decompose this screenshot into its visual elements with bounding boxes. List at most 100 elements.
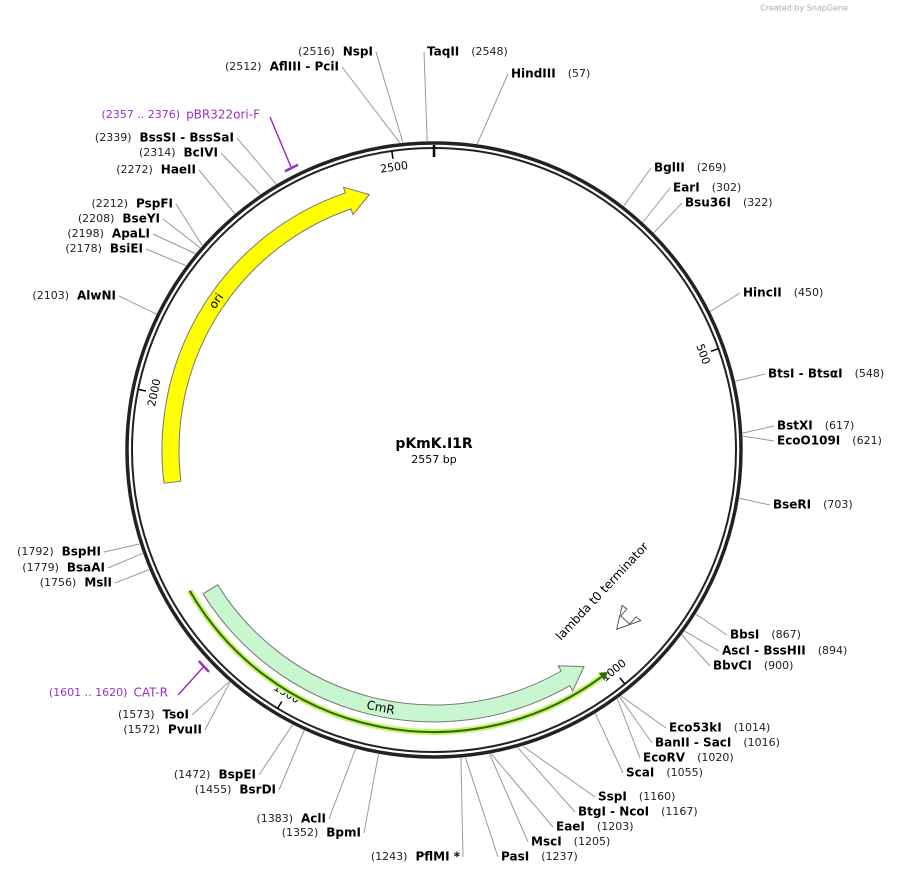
site-leader bbox=[375, 51, 404, 143]
site-name: BseYI bbox=[122, 212, 160, 226]
site-leader bbox=[620, 695, 667, 729]
primer-leader bbox=[177, 666, 205, 696]
site-position: (1243) bbox=[371, 850, 408, 863]
feature-arrow bbox=[161, 186, 371, 484]
backbone-outer bbox=[125, 141, 743, 759]
site-name: BanII - SacI bbox=[655, 736, 731, 750]
site-leader bbox=[623, 167, 652, 207]
site-leader bbox=[490, 753, 554, 828]
site-position: (617) bbox=[825, 419, 855, 432]
site-leader bbox=[460, 757, 464, 858]
site-leader bbox=[619, 696, 653, 744]
ruler-tick bbox=[391, 150, 394, 159]
site-leader bbox=[198, 169, 236, 215]
site-leader bbox=[464, 757, 499, 858]
site-leader bbox=[341, 66, 401, 144]
feature-label: lambda t0 terminator bbox=[553, 539, 651, 643]
site-position: (2548) bbox=[471, 45, 508, 58]
site-name: BspEI bbox=[218, 768, 256, 782]
site-position: (1455) bbox=[195, 783, 232, 796]
site-leader bbox=[258, 724, 293, 776]
site-position: (703) bbox=[823, 498, 853, 511]
site-name: HindIII bbox=[511, 67, 556, 81]
primer-name: CAT-R bbox=[133, 686, 168, 700]
site-name: BssSI - BssSaI bbox=[139, 131, 234, 145]
site-position: (1020) bbox=[697, 751, 734, 764]
site-position: (2512) bbox=[225, 60, 262, 73]
site-name: BcIVI bbox=[184, 146, 218, 160]
site-name: BglII bbox=[654, 161, 685, 175]
site-leader bbox=[489, 753, 529, 843]
site-name: BtgI - NcoI bbox=[578, 805, 649, 819]
site-position: (548) bbox=[855, 367, 885, 380]
site-name: HaeII bbox=[161, 163, 196, 177]
site-position: (302) bbox=[712, 181, 742, 194]
site-leader bbox=[175, 203, 203, 246]
site-position: (450) bbox=[794, 286, 824, 299]
ruler-label: 1000 bbox=[599, 657, 629, 685]
site-name: PvuII bbox=[168, 723, 202, 737]
site-leader bbox=[423, 51, 428, 142]
site-leader bbox=[522, 745, 596, 798]
site-leader bbox=[204, 681, 231, 731]
site-leader bbox=[236, 137, 277, 185]
site-name: AscI - BssHII bbox=[722, 644, 806, 658]
site-leader bbox=[278, 730, 305, 791]
site-position: (1792) bbox=[17, 545, 54, 558]
site-leader bbox=[107, 552, 143, 569]
site-leader bbox=[162, 218, 201, 249]
site-name: PasI bbox=[501, 850, 529, 864]
site-leader bbox=[328, 748, 356, 820]
ruler-label: 500 bbox=[693, 342, 712, 366]
site-name: EcoRV bbox=[643, 751, 686, 765]
site-name: MscI bbox=[531, 835, 562, 849]
site-leader bbox=[476, 73, 509, 145]
feature-line bbox=[188, 590, 603, 733]
site-position: (2178) bbox=[65, 242, 102, 255]
site-name: BtsI - BtsαI bbox=[768, 367, 843, 381]
site-leader bbox=[114, 569, 150, 584]
site-leader bbox=[191, 681, 230, 716]
site-name: PflMI * bbox=[415, 850, 460, 864]
site-position: (2516) bbox=[298, 45, 335, 58]
site-name: Bsu36I bbox=[685, 196, 731, 210]
site-position: (1167) bbox=[661, 805, 698, 818]
site-leader bbox=[616, 698, 641, 759]
site-name: BstXI bbox=[777, 419, 813, 433]
site-name: PspFI bbox=[136, 197, 173, 211]
site-leader bbox=[220, 152, 261, 195]
site-name: BsaAI bbox=[67, 561, 105, 575]
site-leader bbox=[681, 634, 711, 667]
ruler-tick bbox=[137, 388, 147, 392]
site-name: BspHI bbox=[62, 545, 101, 559]
site-position: (322) bbox=[743, 196, 773, 209]
plasmid-length: 2557 bp bbox=[411, 453, 456, 466]
site-name: ApaLI bbox=[112, 227, 150, 241]
site-leader bbox=[517, 747, 576, 813]
site-name: TaqII bbox=[427, 45, 459, 59]
primer-leader bbox=[269, 116, 293, 169]
site-position: (867) bbox=[771, 628, 801, 641]
site-name: NspI bbox=[343, 45, 373, 59]
site-position: (2103) bbox=[32, 289, 69, 302]
site-position: (1014) bbox=[734, 721, 771, 734]
site-name: BsiEI bbox=[110, 242, 143, 256]
site-leader bbox=[684, 630, 720, 652]
site-name: BbvCI bbox=[713, 659, 752, 673]
site-name: BpmI bbox=[326, 826, 361, 840]
site-leader bbox=[642, 187, 671, 223]
primer-range: (1601 .. 1620) bbox=[49, 686, 128, 699]
site-position: (1205) bbox=[574, 835, 611, 848]
site-position: (269) bbox=[697, 161, 727, 174]
site-name: BsrDI bbox=[239, 783, 276, 797]
site-position: (1779) bbox=[22, 561, 59, 574]
site-position: (1352) bbox=[282, 826, 319, 839]
ruler-tick bbox=[276, 701, 283, 709]
ruler-label: 2000 bbox=[145, 378, 163, 408]
site-leader bbox=[363, 753, 379, 834]
site-leader bbox=[152, 233, 196, 255]
feature-label: CmR bbox=[365, 698, 396, 717]
site-name: HincII bbox=[743, 286, 782, 300]
site-position: (2212) bbox=[91, 197, 128, 210]
site-name: ScaI bbox=[626, 766, 654, 780]
